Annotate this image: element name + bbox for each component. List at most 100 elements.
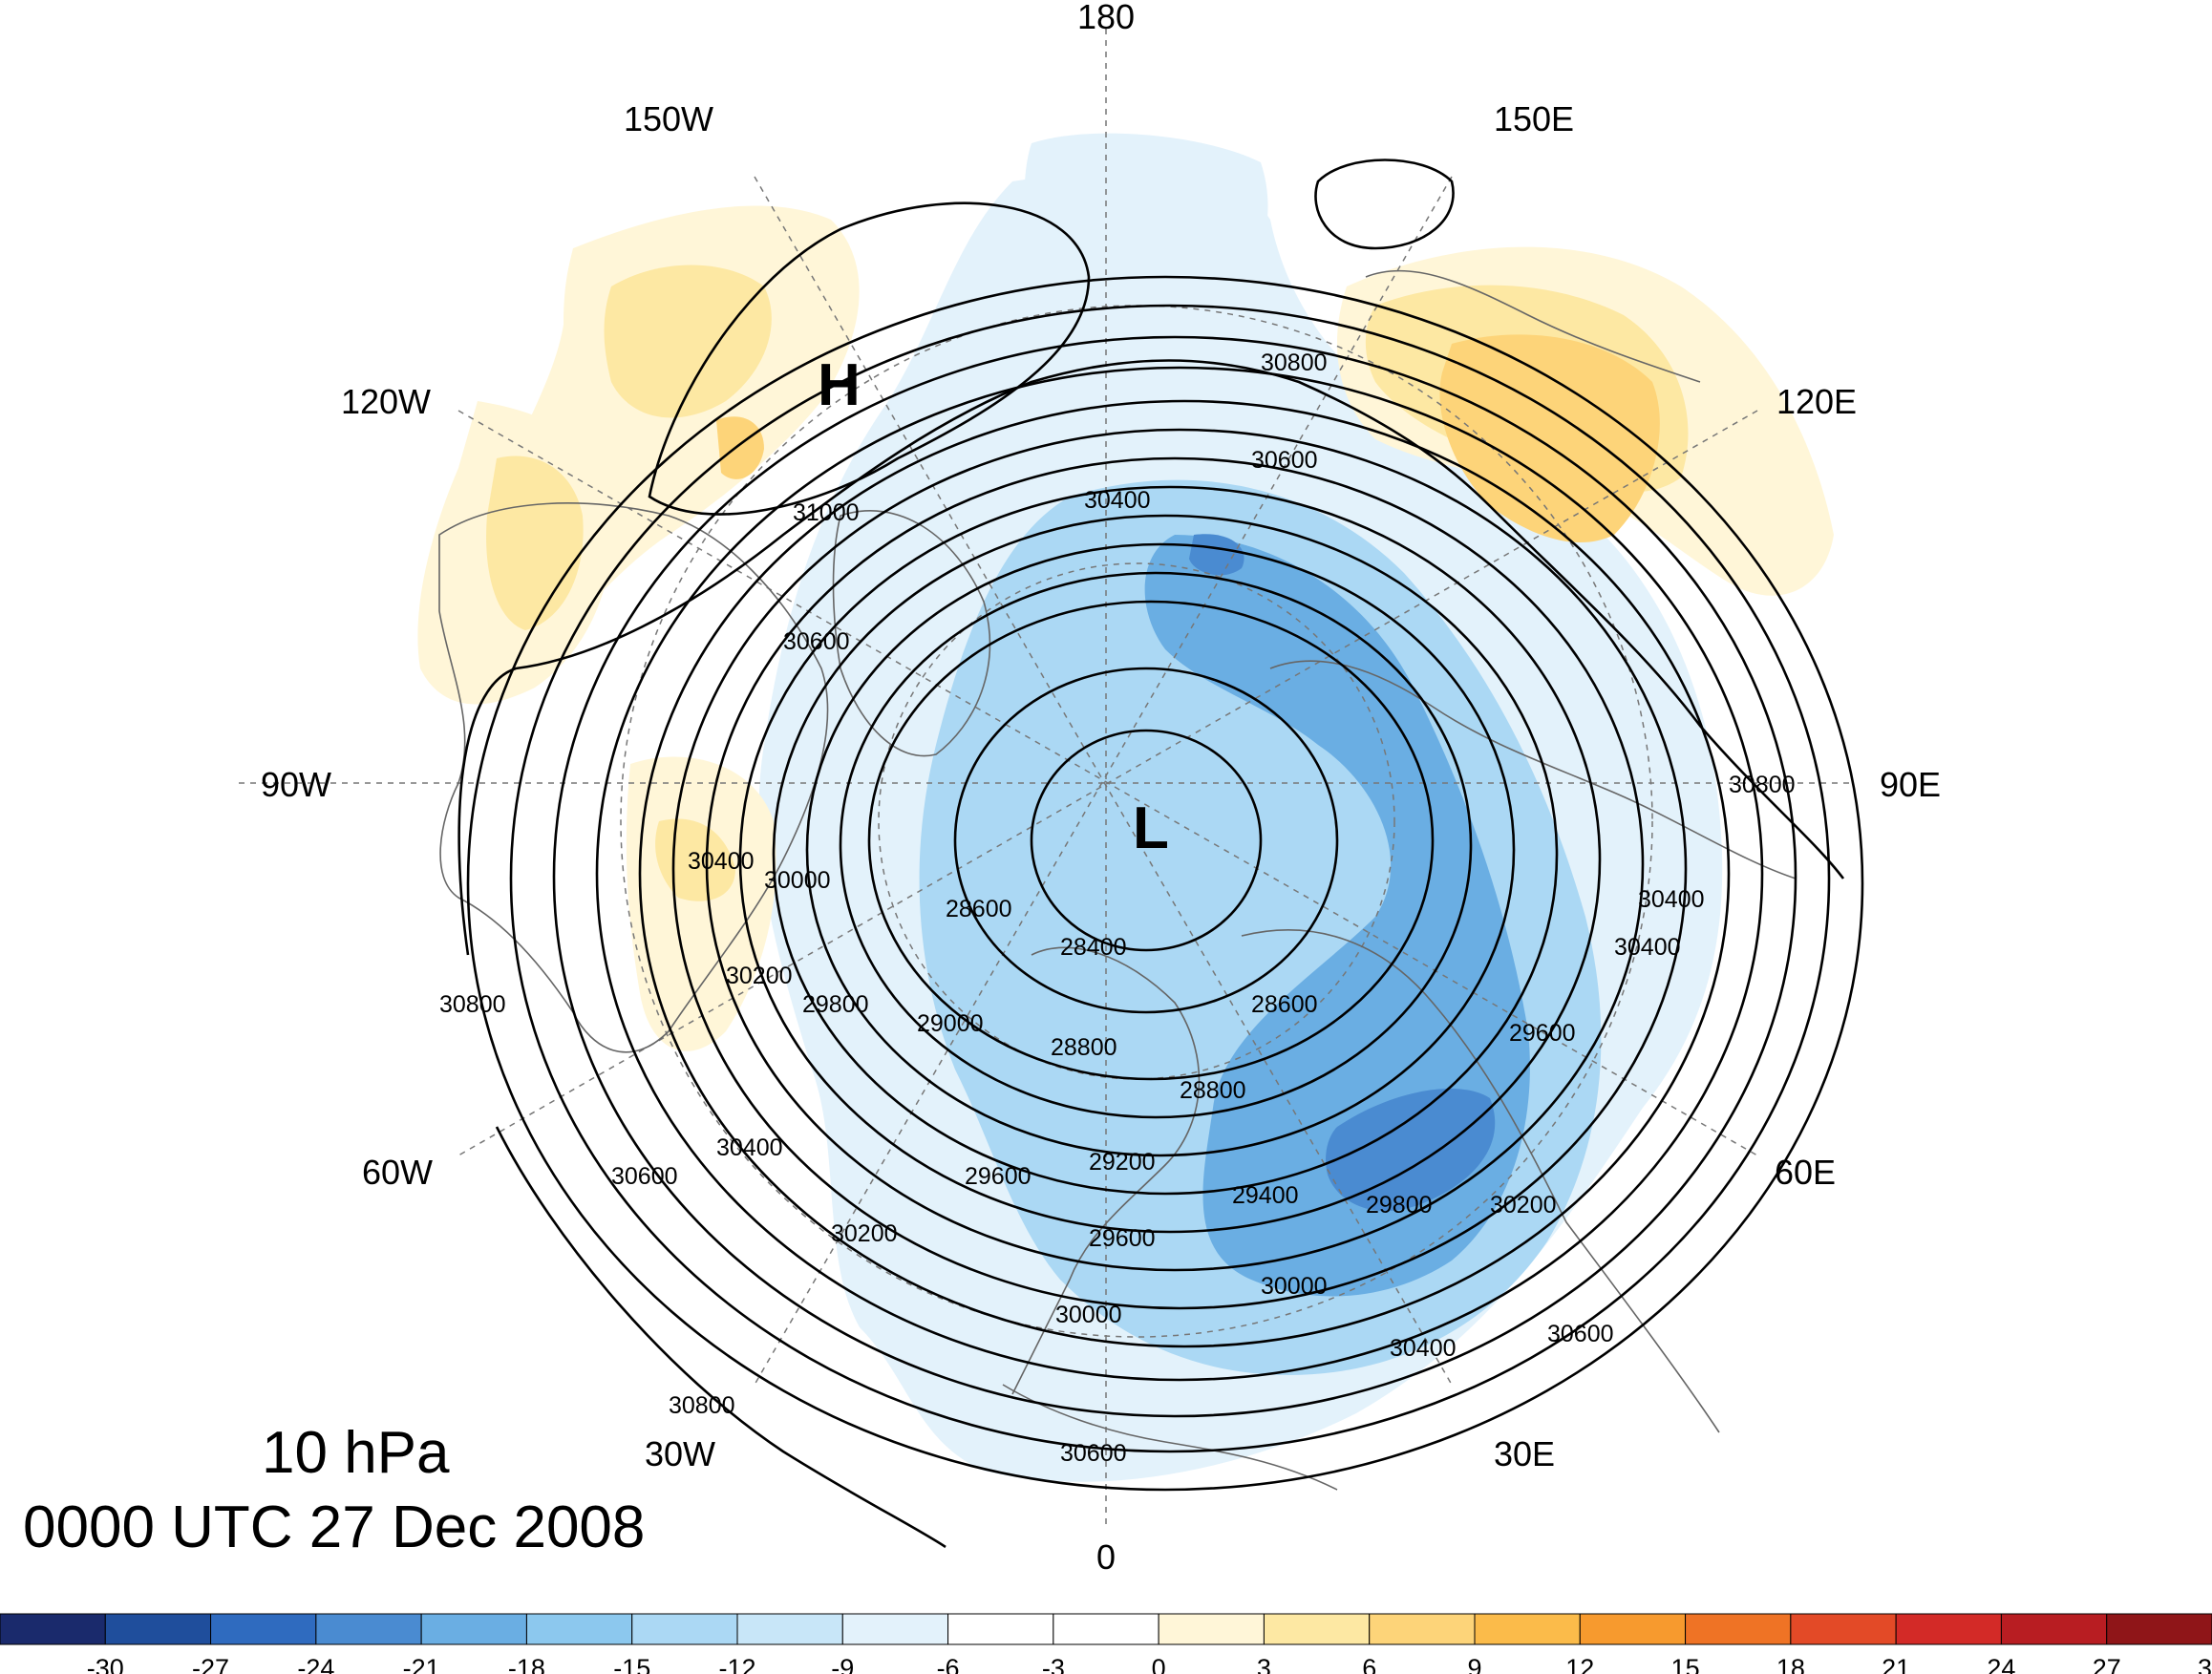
contour-label: 30600: [1547, 1321, 1614, 1347]
colorbar-box: [1474, 1613, 1581, 1645]
colorbar-box: [1369, 1613, 1476, 1645]
contour-label: 30600: [611, 1163, 678, 1190]
contour-label: 30800: [439, 991, 506, 1018]
height-contours: [457, 159, 1864, 1549]
contour-label: 30000: [764, 867, 831, 894]
colorbar-tick-label: -27: [192, 1654, 229, 1674]
colorbar-tick-label: 3: [1257, 1654, 1271, 1674]
pressure-level-title: 10 hPa: [262, 1420, 450, 1486]
colorbar-box: [841, 1613, 949, 1645]
contour-label: 28600: [1251, 991, 1318, 1018]
lon-label-90E: 90E: [1880, 765, 1941, 804]
colorbar-tick-label: 12: [1565, 1654, 1594, 1674]
colorbar-tick-label: -18: [508, 1654, 545, 1674]
contour-label: 30000: [1055, 1302, 1122, 1328]
colorbar-tick-label: -3: [1042, 1654, 1065, 1674]
graticule: [239, 29, 1853, 1528]
colorbar-box: [210, 1613, 317, 1645]
colorbar-labels: -30 -27 -24 -21 -18 -15 -12 -9 -6 -3 0 3 6 9 12 15 18 21 2…: [87, 1654, 2212, 1674]
contour-label: 29600: [1089, 1225, 1156, 1252]
contour-label: 30200: [831, 1220, 898, 1247]
colorbar-boxes: [0, 1613, 2212, 1645]
contour-label: 30400: [688, 848, 755, 875]
contour-label: 30200: [726, 963, 793, 989]
colorbar-tick-label: -12: [718, 1654, 755, 1674]
longitude-labels: 180 150E 120E 90E 60E 30E 0 30W 60W 90W …: [261, 0, 1941, 1577]
colorbar-tick-label: 21: [1882, 1654, 1910, 1674]
anomaly-shading: [417, 133, 1834, 1482]
lon-label-60W: 60W: [362, 1153, 433, 1192]
contour-label: 30200: [1490, 1192, 1557, 1218]
colorbar-box: [104, 1613, 212, 1645]
colorbar-box: [2106, 1613, 2212, 1645]
colorbar-box: [525, 1613, 633, 1645]
colorbar-tick-label: 27: [2093, 1654, 2121, 1674]
colorbar-box: [1579, 1613, 1687, 1645]
colorbar-tick-label: -24: [297, 1654, 334, 1674]
colorbar-box: [315, 1613, 422, 1645]
contour-label: 30400: [1084, 487, 1151, 514]
colorbar: -30 -27 -24 -21 -18 -15 -12 -9 -6 -3 0 3 6 9 12 15 18 21 2…: [0, 1613, 2212, 1674]
contour-label: 30400: [716, 1134, 783, 1161]
colorbar-tick-label: -6: [937, 1654, 960, 1674]
contour-label: 29200: [1089, 1149, 1156, 1176]
lon-label-120W: 120W: [341, 382, 431, 421]
colorbar-tick-label: 30: [2198, 1654, 2212, 1674]
contour-label: 29800: [802, 991, 869, 1018]
contour-label: 28400: [1060, 934, 1127, 961]
contour-label: 29800: [1366, 1192, 1433, 1218]
colorbar-box: [0, 1613, 106, 1645]
contour-label: 28800: [1180, 1077, 1246, 1104]
contour-label: 28600: [946, 896, 1012, 922]
colorbar-box: [1685, 1613, 1792, 1645]
colorbar-box: [631, 1613, 738, 1645]
contour-label: 29600: [965, 1163, 1032, 1190]
lon-label-90W: 90W: [261, 765, 331, 804]
contour-label: 30000: [1261, 1273, 1328, 1300]
datetime-title: 0000 UTC 27 Dec 2008: [23, 1494, 645, 1560]
colorbar-box: [1158, 1613, 1265, 1645]
colorbar-tick-label: -15: [613, 1654, 650, 1674]
coastlines: [438, 269, 1797, 1491]
colorbar-box: [1263, 1613, 1371, 1645]
lon-label-150E: 150E: [1494, 99, 1574, 138]
lon-label-150W: 150W: [624, 99, 713, 138]
lon-label-60E: 60E: [1775, 1153, 1836, 1192]
contour-label: 31000: [793, 499, 860, 526]
contour-label: 29000: [917, 1010, 984, 1037]
contour-label: 30800: [1261, 350, 1328, 376]
colorbar-tick-label: 24: [1987, 1654, 2015, 1674]
lon-label-180: 180: [1077, 0, 1135, 36]
colorbar-tick-label: 15: [1671, 1654, 1700, 1674]
lon-label-30E: 30E: [1494, 1434, 1555, 1473]
contour-label: 30400: [1390, 1335, 1457, 1362]
contour-label: 30600: [1251, 447, 1318, 474]
lon-label-30W: 30W: [645, 1434, 715, 1473]
contour-labels: 30800 30600 30400 31000 30600 30400 3000…: [439, 350, 1796, 1467]
colorbar-tick-label: 18: [1776, 1654, 1805, 1674]
colorbar-box: [1790, 1613, 1897, 1645]
contour-label: 28800: [1051, 1034, 1117, 1061]
contour-label: 30800: [669, 1392, 735, 1419]
colorbar-tick-label: -21: [403, 1654, 440, 1674]
contour-label: 29600: [1509, 1020, 1576, 1047]
colorbar-box: [947, 1613, 1054, 1645]
contour-label: 30800: [1729, 772, 1796, 798]
colorbar-tick-label: 6: [1362, 1654, 1376, 1674]
colorbar-box: [1895, 1613, 2002, 1645]
colorbar-tick-label: 0: [1152, 1654, 1166, 1674]
contour-label: 30600: [783, 628, 850, 655]
negative-anomaly-dark: [1326, 1089, 1496, 1212]
contour-label: 30600: [1060, 1440, 1127, 1467]
colorbar-tick-label: 9: [1467, 1654, 1481, 1674]
colorbar-box: [1053, 1613, 1159, 1645]
colorbar-box: [736, 1613, 843, 1645]
low-pressure-marker: L: [1133, 795, 1169, 861]
colorbar-box: [420, 1613, 527, 1645]
high-pressure-marker: H: [818, 352, 861, 418]
colorbar-tick-label: -30: [87, 1654, 124, 1674]
contour-label: 30400: [1614, 934, 1681, 961]
colorbar-box: [2000, 1613, 2108, 1645]
lon-label-120E: 120E: [1776, 382, 1857, 421]
contour-label: 30400: [1638, 886, 1705, 913]
